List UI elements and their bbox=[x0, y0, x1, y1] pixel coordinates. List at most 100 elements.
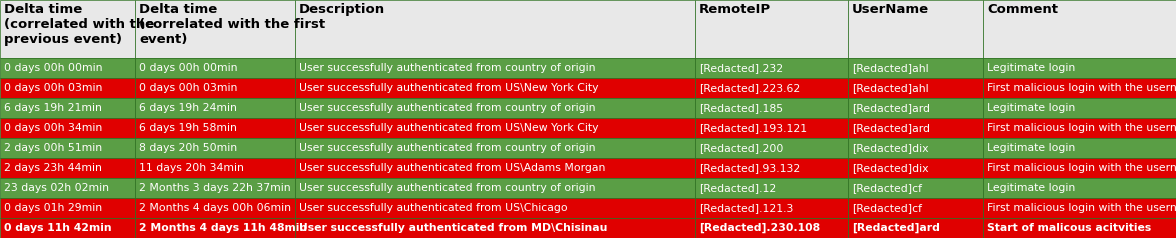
Text: 0 days 00h 03min: 0 days 00h 03min bbox=[139, 83, 238, 93]
Text: [Redacted]ard: [Redacted]ard bbox=[851, 123, 930, 133]
Text: [Redacted]dix: [Redacted]dix bbox=[851, 163, 929, 173]
Text: Legitimate login: Legitimate login bbox=[987, 103, 1075, 113]
Text: [Redacted].223.62: [Redacted].223.62 bbox=[699, 83, 800, 93]
Text: Description: Description bbox=[299, 3, 385, 16]
Text: 2 Months 3 days 22h 37min: 2 Months 3 days 22h 37min bbox=[139, 183, 290, 193]
Bar bbox=[983, 158, 1176, 178]
Text: User successfully authenticated from US\New York City: User successfully authenticated from US\… bbox=[299, 83, 599, 93]
Bar bbox=[295, 118, 695, 138]
Text: UserName: UserName bbox=[851, 3, 929, 16]
Text: 0 days 00h 03min: 0 days 00h 03min bbox=[4, 83, 102, 93]
Text: [Redacted]cf: [Redacted]cf bbox=[851, 183, 922, 193]
Bar bbox=[983, 78, 1176, 98]
Text: 0 days 11h 42min: 0 days 11h 42min bbox=[4, 223, 112, 233]
Text: [Redacted].230.108: [Redacted].230.108 bbox=[699, 223, 820, 233]
Bar bbox=[695, 158, 848, 178]
Bar bbox=[295, 158, 695, 178]
Text: Legitimate login: Legitimate login bbox=[987, 143, 1075, 153]
Text: First malicious login with the username: First malicious login with the username bbox=[987, 123, 1176, 133]
Bar bbox=[0, 0, 135, 58]
Bar bbox=[983, 58, 1176, 78]
Bar bbox=[848, 178, 983, 198]
Text: 6 days 19h 58min: 6 days 19h 58min bbox=[139, 123, 236, 133]
Text: [Redacted]dix: [Redacted]dix bbox=[851, 143, 929, 153]
Text: 2 Months 4 days 00h 06min: 2 Months 4 days 00h 06min bbox=[139, 203, 290, 213]
Text: 2 Months 4 days 11h 48min: 2 Months 4 days 11h 48min bbox=[139, 223, 307, 233]
Bar bbox=[135, 58, 295, 78]
Text: User successfully authenticated from US\Chicago: User successfully authenticated from US\… bbox=[299, 203, 568, 213]
Bar bbox=[135, 218, 295, 238]
Bar bbox=[0, 138, 135, 158]
Bar bbox=[695, 78, 848, 98]
Bar bbox=[848, 158, 983, 178]
Text: User successfully authenticated from country of origin: User successfully authenticated from cou… bbox=[299, 103, 595, 113]
Bar bbox=[695, 0, 848, 58]
Text: [Redacted].121.3: [Redacted].121.3 bbox=[699, 203, 794, 213]
Text: Start of malicous acitvities: Start of malicous acitvities bbox=[987, 223, 1151, 233]
Text: Comment: Comment bbox=[987, 3, 1058, 16]
Text: Legitimate login: Legitimate login bbox=[987, 63, 1075, 73]
Text: Delta time
(correlated with the first
event): Delta time (correlated with the first ev… bbox=[139, 3, 325, 46]
Bar bbox=[695, 178, 848, 198]
Text: [Redacted]ard: [Redacted]ard bbox=[851, 223, 940, 233]
Bar bbox=[848, 0, 983, 58]
Text: [Redacted].185: [Redacted].185 bbox=[699, 103, 783, 113]
Bar bbox=[295, 138, 695, 158]
Bar bbox=[983, 0, 1176, 58]
Text: Legitimate login: Legitimate login bbox=[987, 183, 1075, 193]
Text: [Redacted].193.121: [Redacted].193.121 bbox=[699, 123, 807, 133]
Text: [Redacted]ahl: [Redacted]ahl bbox=[851, 83, 929, 93]
Bar bbox=[135, 78, 295, 98]
Text: [Redacted]ahl: [Redacted]ahl bbox=[851, 63, 929, 73]
Bar bbox=[135, 98, 295, 118]
Bar bbox=[295, 0, 695, 58]
Bar bbox=[0, 158, 135, 178]
Text: 8 days 20h 50min: 8 days 20h 50min bbox=[139, 143, 238, 153]
Text: 2 days 23h 44min: 2 days 23h 44min bbox=[4, 163, 102, 173]
Bar bbox=[0, 58, 135, 78]
Text: 11 days 20h 34min: 11 days 20h 34min bbox=[139, 163, 243, 173]
Bar bbox=[848, 118, 983, 138]
Bar bbox=[295, 218, 695, 238]
Bar bbox=[983, 218, 1176, 238]
Bar bbox=[135, 158, 295, 178]
Text: User successfully authenticated from US\Adams Morgan: User successfully authenticated from US\… bbox=[299, 163, 606, 173]
Bar bbox=[295, 198, 695, 218]
Bar bbox=[0, 98, 135, 118]
Text: User successfully authenticated from country of origin: User successfully authenticated from cou… bbox=[299, 63, 595, 73]
Bar bbox=[135, 198, 295, 218]
Text: 0 days 00h 00min: 0 days 00h 00min bbox=[4, 63, 102, 73]
Bar bbox=[695, 118, 848, 138]
Text: User successfully authenticated from country of origin: User successfully authenticated from cou… bbox=[299, 183, 595, 193]
Bar bbox=[848, 98, 983, 118]
Bar bbox=[0, 198, 135, 218]
Text: RemoteIP: RemoteIP bbox=[699, 3, 771, 16]
Bar bbox=[983, 178, 1176, 198]
Bar bbox=[135, 118, 295, 138]
Bar bbox=[295, 58, 695, 78]
Bar bbox=[295, 98, 695, 118]
Text: 0 days 00h 00min: 0 days 00h 00min bbox=[139, 63, 238, 73]
Text: First malicious login with the username: First malicious login with the username bbox=[987, 83, 1176, 93]
Bar bbox=[983, 98, 1176, 118]
Bar bbox=[983, 198, 1176, 218]
Text: User successfully authenticated from US\New York City: User successfully authenticated from US\… bbox=[299, 123, 599, 133]
Bar bbox=[0, 118, 135, 138]
Text: First malicious login with the username: First malicious login with the username bbox=[987, 203, 1176, 213]
Text: 2 days 00h 51min: 2 days 00h 51min bbox=[4, 143, 102, 153]
Bar bbox=[983, 118, 1176, 138]
Bar bbox=[295, 178, 695, 198]
Text: [Redacted].200: [Redacted].200 bbox=[699, 143, 783, 153]
Text: 23 days 02h 02min: 23 days 02h 02min bbox=[4, 183, 109, 193]
Text: 6 days 19h 21min: 6 days 19h 21min bbox=[4, 103, 102, 113]
Bar bbox=[695, 98, 848, 118]
Bar bbox=[848, 198, 983, 218]
Text: [Redacted].12: [Redacted].12 bbox=[699, 183, 776, 193]
Bar bbox=[695, 198, 848, 218]
Bar bbox=[135, 138, 295, 158]
Bar bbox=[695, 138, 848, 158]
Bar bbox=[848, 218, 983, 238]
Bar bbox=[695, 58, 848, 78]
Text: [Redacted]ard: [Redacted]ard bbox=[851, 103, 930, 113]
Bar bbox=[135, 0, 295, 58]
